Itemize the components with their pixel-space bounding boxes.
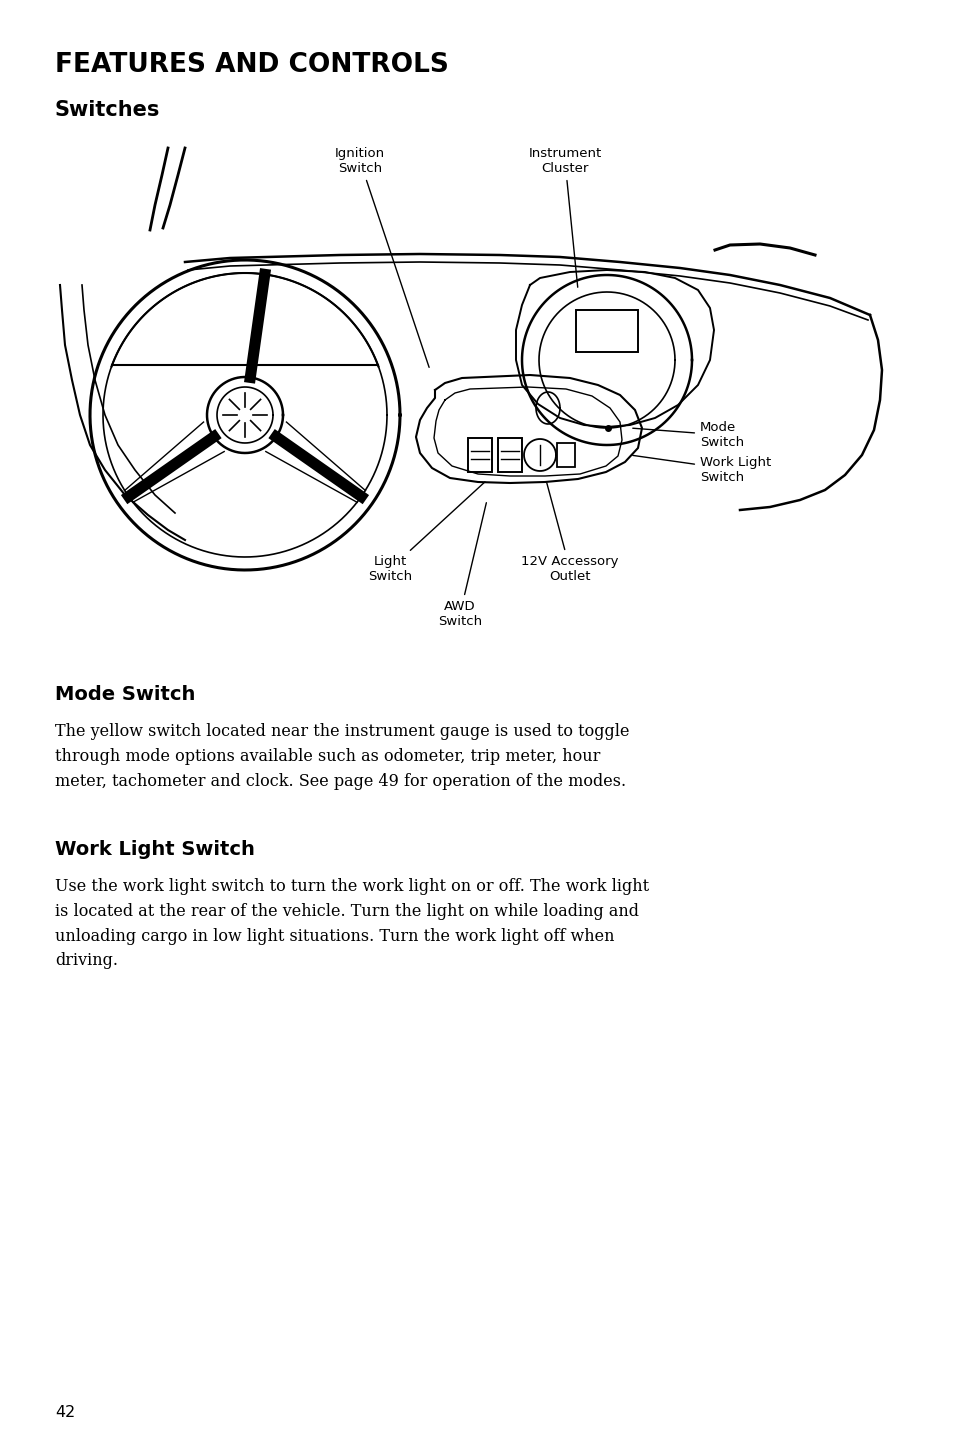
Text: 12V Accessory
Outlet: 12V Accessory Outlet (520, 483, 618, 583)
Text: Switches: Switches (55, 100, 160, 121)
Text: 42: 42 (55, 1405, 75, 1421)
Text: FEATURES AND CONTROLS: FEATURES AND CONTROLS (55, 52, 449, 79)
Bar (557, 443, 575, 467)
Text: AWD
Switch: AWD Switch (437, 503, 486, 628)
Text: Use the work light switch to turn the work light on or off. The work light
is lo: Use the work light switch to turn the wo… (55, 878, 648, 970)
Text: Mode
Switch: Mode Switch (632, 422, 743, 449)
Bar (497, 438, 521, 473)
Text: The yellow switch located near the instrument gauge is used to toggle
through mo: The yellow switch located near the instr… (55, 723, 629, 790)
Text: Work Light
Switch: Work Light Switch (632, 455, 770, 484)
Bar (576, 310, 638, 352)
Text: Light
Switch: Light Switch (368, 481, 484, 583)
Text: Instrument
Cluster: Instrument Cluster (528, 147, 601, 288)
Text: Mode Switch: Mode Switch (55, 685, 195, 704)
Bar (468, 438, 492, 473)
Text: Work Light Switch: Work Light Switch (55, 840, 254, 859)
Text: Ignition
Switch: Ignition Switch (335, 147, 429, 368)
